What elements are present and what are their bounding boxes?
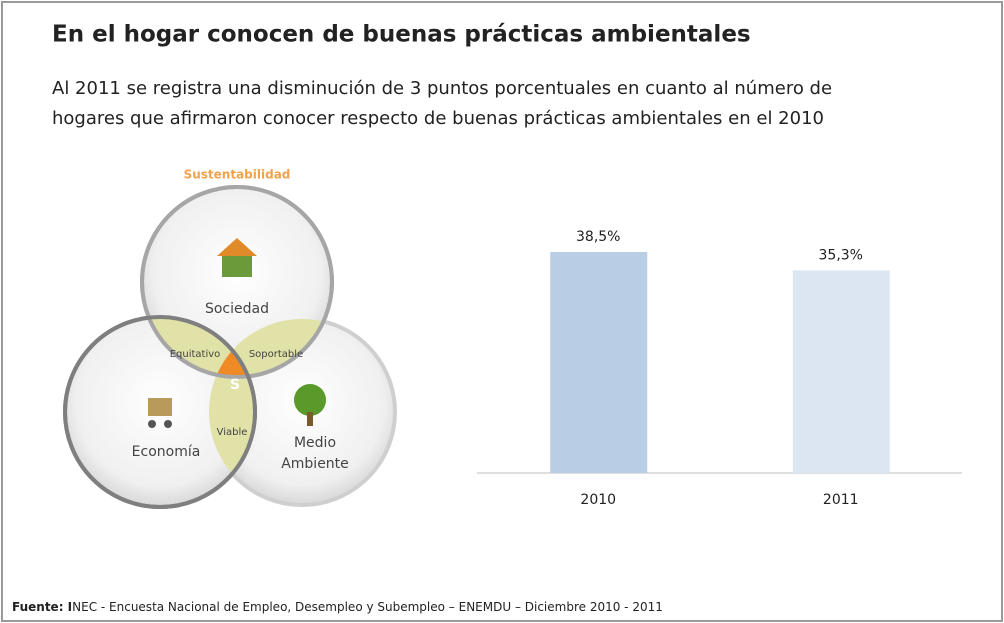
tree-icon xyxy=(307,412,313,426)
value-label: 35,3% xyxy=(819,247,863,263)
value-label: 38,5% xyxy=(576,229,620,245)
slide: En el hogar conocen de buenas prácticas … xyxy=(0,0,1004,623)
title: En el hogar conocen de buenas prácticas … xyxy=(52,22,751,48)
label-bearable: Soportable xyxy=(249,349,303,360)
house-icon xyxy=(222,253,252,277)
venn-diagram: Sustentabilidad Sociedad Economía Medio … xyxy=(65,168,395,508)
cart-icon xyxy=(148,398,172,416)
label-economy: Economía xyxy=(132,444,201,460)
x-tick-label: 2010 xyxy=(580,492,616,508)
label-center: S xyxy=(230,377,240,393)
label-viable: Viable xyxy=(217,427,248,438)
bar xyxy=(550,252,647,473)
subtitle-line: Al 2011 se registra una disminución de 3… xyxy=(52,78,832,99)
cart-icon xyxy=(148,420,156,428)
x-tick-label: 2011 xyxy=(823,492,859,508)
diagram-heading: Sustentabilidad xyxy=(184,168,291,182)
subtitle-line: hogares que afirmaron conocer respecto d… xyxy=(52,108,824,129)
cart-icon xyxy=(164,420,172,428)
label-environment: Ambiente xyxy=(281,456,349,472)
label-equitable: Equitativo xyxy=(170,349,221,360)
label-society: Sociedad xyxy=(205,301,269,317)
label-environment: Medio xyxy=(294,435,336,451)
bar xyxy=(793,270,890,473)
source: Fuente: INEC - Encuesta Nacional de Empl… xyxy=(12,600,663,614)
bar-chart: 38,5% 2010 35,3% 2011 xyxy=(477,229,962,508)
page: En el hogar conocen de buenas prácticas … xyxy=(0,0,1004,623)
tree-icon xyxy=(294,384,326,416)
source-label: Fuente: I xyxy=(12,600,72,614)
source-text: NEC - Encuesta Nacional de Empleo, Desem… xyxy=(72,600,663,614)
